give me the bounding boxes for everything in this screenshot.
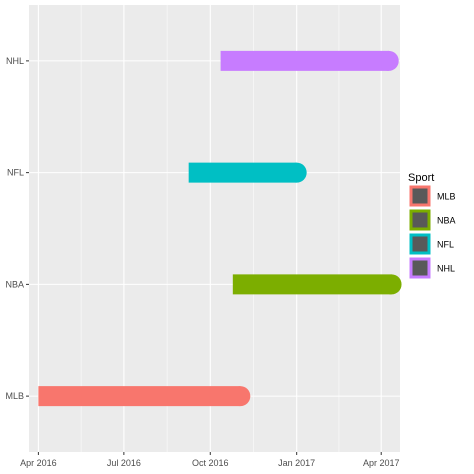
bar-end-mlb xyxy=(230,386,251,407)
legend-key-nfl xyxy=(409,233,431,255)
x-tick-label: Jul 2016 xyxy=(107,458,141,468)
bar-end-nba xyxy=(381,274,402,295)
y-tick-label: NBA xyxy=(5,279,24,289)
minor-gridlines xyxy=(80,5,340,452)
legend: Sport MLB NBA NFL NHL xyxy=(408,172,456,279)
y-tick-label: MLB xyxy=(5,391,24,401)
panel-background xyxy=(29,5,400,452)
legend-key-nba xyxy=(409,209,431,231)
legend-title: Sport xyxy=(408,172,434,184)
y-tick-label: NHL xyxy=(6,56,24,66)
y-axis: MLB NBA NFL NHL xyxy=(5,56,29,401)
x-tick-label: Apr 2017 xyxy=(363,458,400,468)
x-tick-label: Oct 2016 xyxy=(192,458,229,468)
bar-end-nhl xyxy=(378,50,399,71)
legend-key-nhl xyxy=(409,257,431,279)
x-axis: Apr 2016 Jul 2016 Oct 2016 Jan 2017 Apr 2017 xyxy=(20,452,399,468)
y-tick-label: NFL xyxy=(7,168,24,178)
x-tick-label: Jan 2017 xyxy=(278,458,315,468)
bars xyxy=(38,50,402,407)
x-tick-label: Apr 2016 xyxy=(20,458,57,468)
legend-label-nba: NBA xyxy=(437,216,456,226)
legend-label-nfl: NFL xyxy=(437,240,454,250)
legend-key-mlb xyxy=(409,185,431,207)
legend-label-mlb: MLB xyxy=(437,192,456,202)
bar-end-nfl xyxy=(286,162,307,183)
legend-label-nhl: NHL xyxy=(437,264,455,274)
